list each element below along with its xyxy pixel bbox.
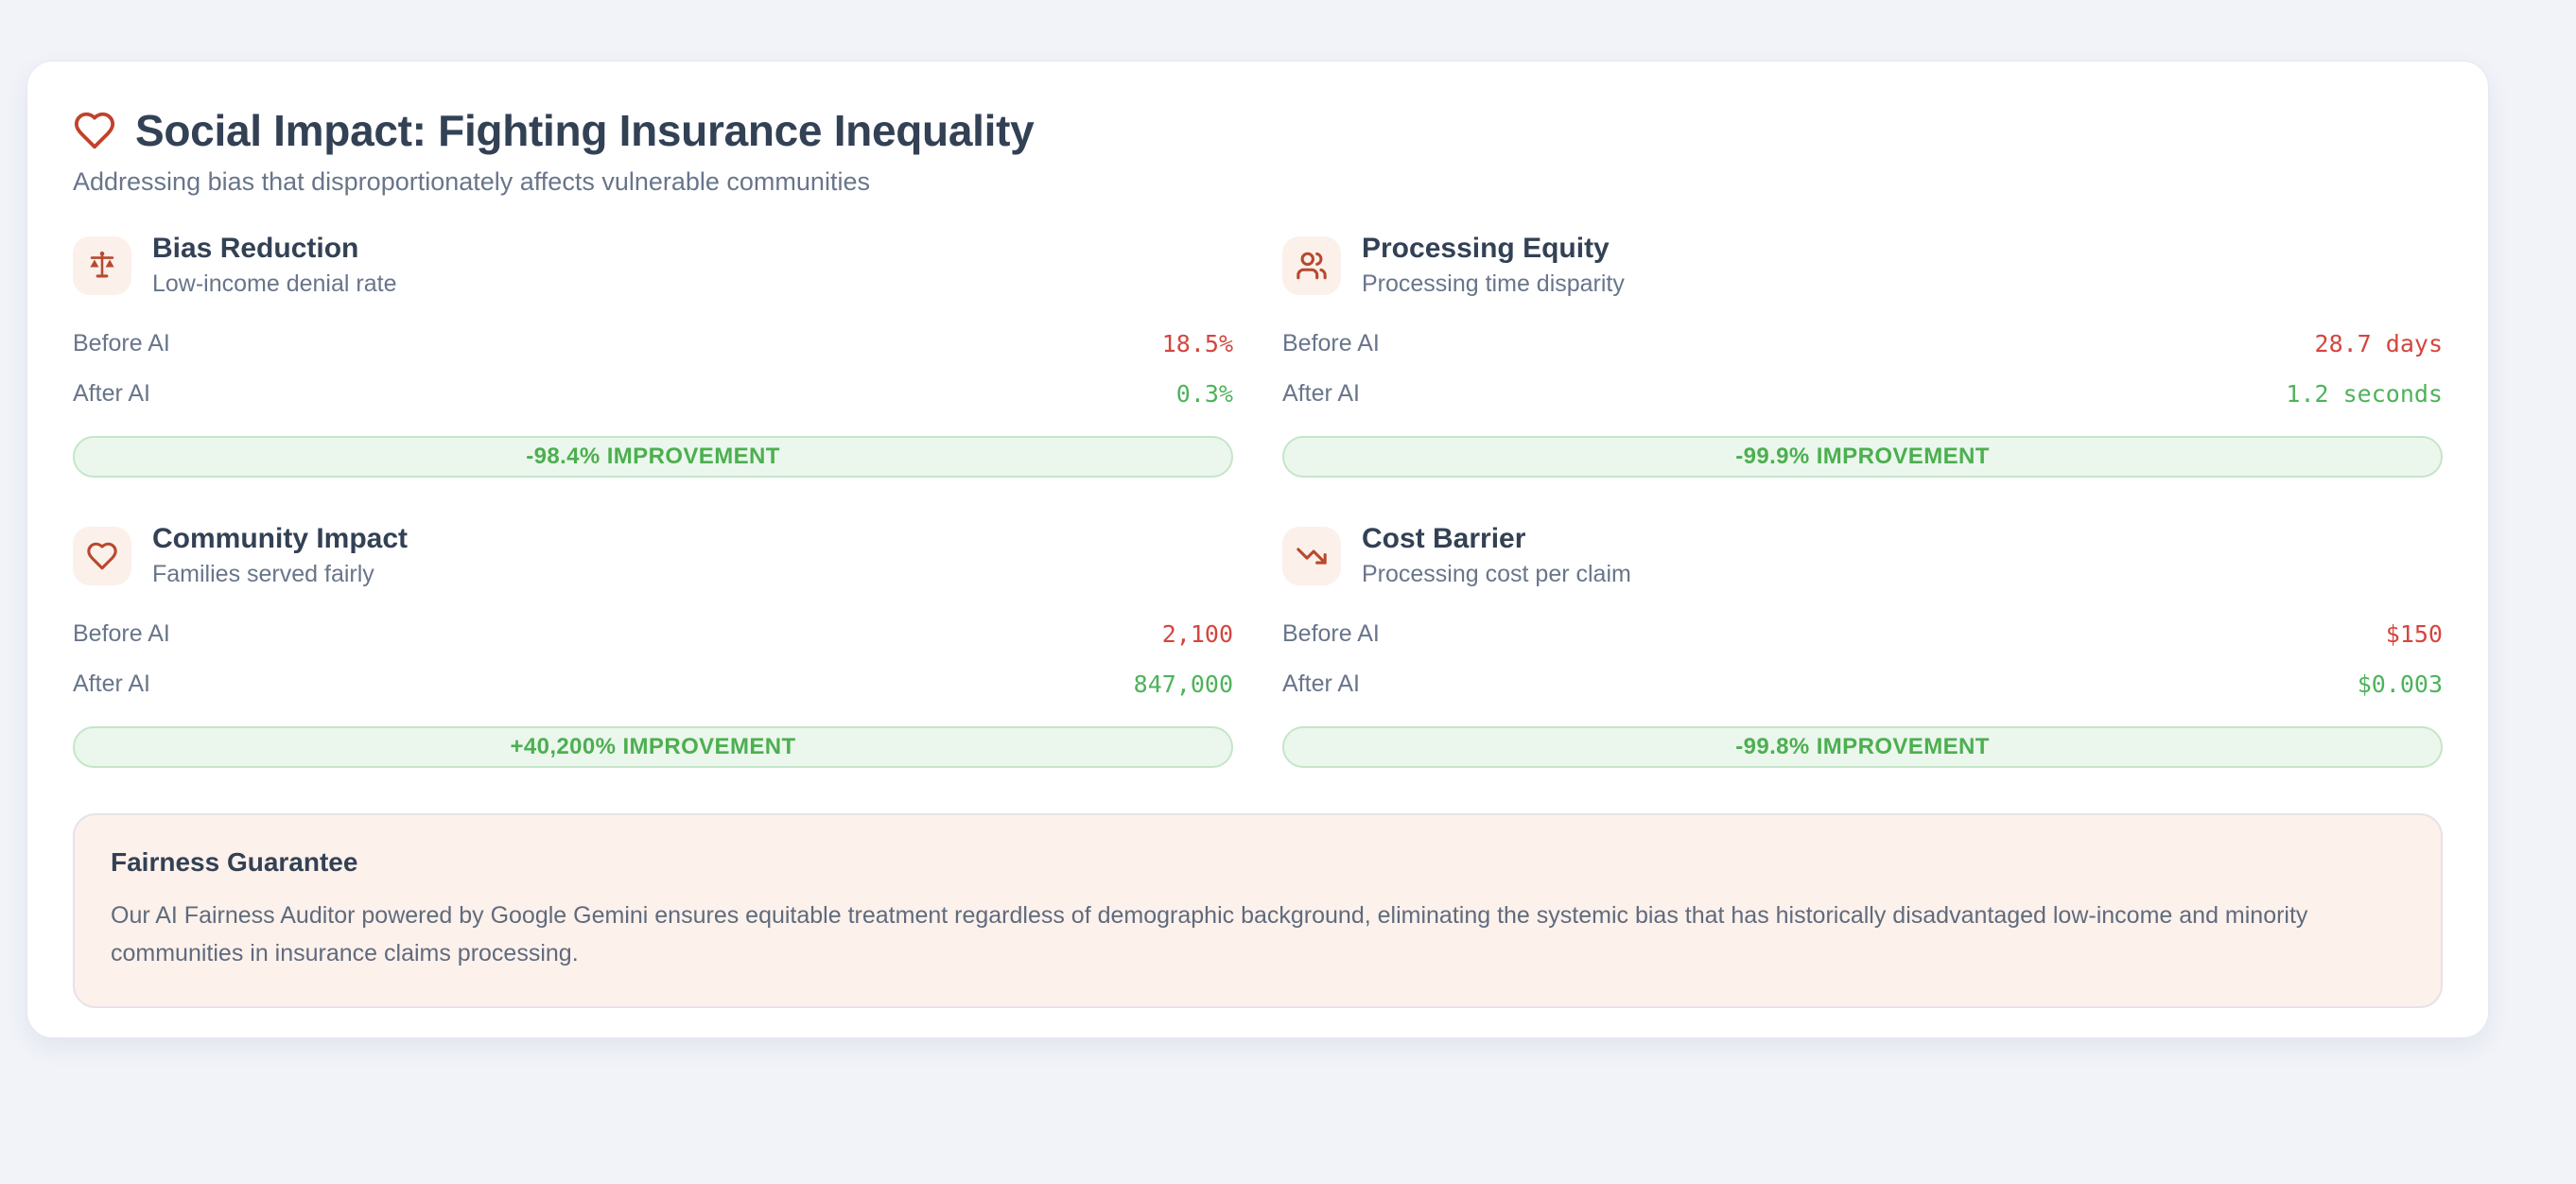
metric-header: Processing Equity Processing time dispar… bbox=[1282, 233, 2443, 298]
before-ai-value: 2,100 bbox=[1161, 620, 1233, 648]
heart-icon bbox=[74, 112, 115, 149]
page-subtitle: Addressing bias that disproportionately … bbox=[73, 167, 870, 196]
after-ai-value: 1.2 seconds bbox=[2286, 380, 2443, 408]
improvement-badge: -99.9% IMPROVEMENT bbox=[1282, 436, 2443, 478]
before-ai-value: 28.7 days bbox=[2314, 330, 2443, 357]
improvement-badge: +40,200% IMPROVEMENT bbox=[73, 726, 1233, 768]
before-ai-label: Before AI bbox=[1282, 330, 1380, 357]
heart-icon bbox=[73, 526, 131, 585]
before-ai-value: $150 bbox=[2385, 620, 2443, 648]
after-ai-label: After AI bbox=[73, 670, 150, 697]
fairness-guarantee-note: Fairness Guarantee Our AI Fairness Audit… bbox=[73, 813, 2443, 1008]
before-ai-row: Before AI 28.7 days bbox=[1282, 330, 2443, 357]
metric-subtitle: Families served fairly bbox=[152, 561, 374, 587]
metric-subtitle: Processing time disparity bbox=[1362, 270, 1625, 297]
metric-title: Processing Equity bbox=[1362, 233, 1610, 264]
before-ai-label: Before AI bbox=[73, 330, 170, 357]
social-impact-card: Social Impact: Fighting Insurance Inequa… bbox=[26, 61, 2489, 1038]
page-title: Social Impact: Fighting Insurance Inequa… bbox=[135, 106, 1035, 155]
before-ai-row: Before AI 18.5% bbox=[73, 330, 1233, 357]
metric-titles: Processing Equity Processing time dispar… bbox=[1362, 233, 1625, 298]
after-ai-row: After AI 0.3% bbox=[73, 380, 1233, 408]
after-ai-label: After AI bbox=[73, 380, 150, 407]
metric-card-cost-barrier: Cost Barrier Processing cost per claim B… bbox=[1282, 523, 2443, 768]
after-ai-row: After AI 1.2 seconds bbox=[1282, 380, 2443, 408]
metric-header: Community Impact Families served fairly bbox=[73, 523, 1233, 588]
metric-title: Bias Reduction bbox=[152, 233, 359, 264]
before-ai-row: Before AI $150 bbox=[1282, 620, 2443, 648]
after-ai-value: 0.3% bbox=[1175, 380, 1233, 408]
metric-subtitle: Processing cost per claim bbox=[1362, 561, 1631, 587]
metric-header: Bias Reduction Low-income denial rate bbox=[73, 233, 1233, 298]
scale-icon bbox=[73, 235, 131, 295]
after-ai-label: After AI bbox=[1282, 380, 1360, 407]
improvement-badge: -99.8% IMPROVEMENT bbox=[1282, 726, 2443, 768]
after-ai-row: After AI 847,000 bbox=[73, 670, 1233, 698]
metrics-grid: Bias Reduction Low-income denial rate Be… bbox=[73, 233, 2443, 768]
after-ai-row: After AI $0.003 bbox=[1282, 670, 2443, 698]
metric-card-processing-equity: Processing Equity Processing time dispar… bbox=[1282, 233, 2443, 478]
before-ai-label: Before AI bbox=[73, 620, 170, 647]
metric-card-bias-reduction: Bias Reduction Low-income denial rate Be… bbox=[73, 233, 1233, 478]
metric-titles: Bias Reduction Low-income denial rate bbox=[152, 233, 396, 298]
users-icon bbox=[1282, 235, 1341, 295]
before-ai-value: 18.5% bbox=[1161, 330, 1233, 357]
card-header: Social Impact: Fighting Insurance Inequa… bbox=[73, 105, 2443, 156]
after-ai-value: $0.003 bbox=[2357, 670, 2443, 698]
improvement-badge: -98.4% IMPROVEMENT bbox=[73, 436, 1233, 478]
metric-subtitle: Low-income denial rate bbox=[152, 270, 397, 297]
metric-header: Cost Barrier Processing cost per claim bbox=[1282, 523, 2443, 588]
fairness-title: Fairness Guarantee bbox=[111, 847, 358, 877]
after-ai-value: 847,000 bbox=[1133, 670, 1233, 698]
metric-card-community-impact: Community Impact Families served fairly … bbox=[73, 523, 1233, 768]
metric-titles: Community Impact Families served fairly bbox=[152, 523, 408, 588]
before-ai-label: Before AI bbox=[1282, 620, 1380, 647]
metric-title: Cost Barrier bbox=[1362, 523, 1526, 554]
before-ai-row: Before AI 2,100 bbox=[73, 620, 1233, 648]
after-ai-label: After AI bbox=[1282, 670, 1360, 697]
metric-titles: Cost Barrier Processing cost per claim bbox=[1362, 523, 1631, 588]
metric-title: Community Impact bbox=[152, 523, 409, 554]
fairness-body: Our AI Fairness Auditor powered by Googl… bbox=[111, 902, 2308, 966]
trending-down-icon bbox=[1282, 526, 1341, 585]
